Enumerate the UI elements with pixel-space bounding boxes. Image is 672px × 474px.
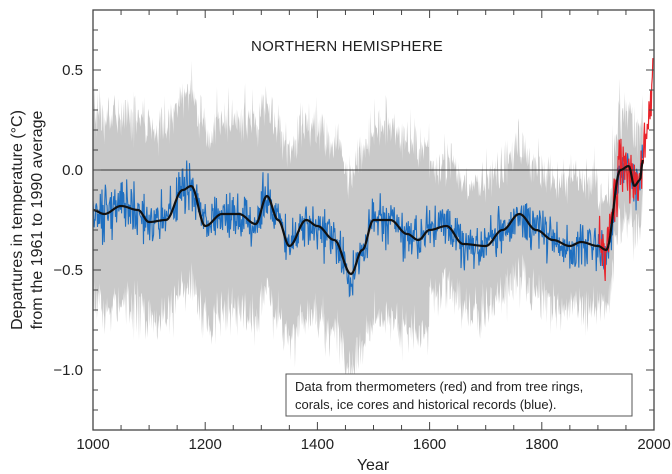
thermometer-line [598,58,654,281]
chart-title: NORTHERN HEMISPHERE [251,38,443,55]
x-tick-label: 1800 [525,436,558,453]
annotation-frame [285,373,633,417]
x-axis-title: Year [357,457,390,474]
x-tick-label: 1000 [76,436,109,453]
y-tick-label: 0.0 [62,162,83,179]
annotation-line1: Data from thermometers (red) and from tr… [295,379,583,394]
axis-ticks [92,9,655,431]
smoothed-series-black [92,159,644,276]
annotation-box: Data from thermometers (red) and from tr… [285,373,633,417]
annotation-line2: corals, ice cores and historical records… [295,397,557,412]
x-tick-label: 2000 [637,436,670,453]
smoothed-line [92,159,644,276]
x-tick-label: 1400 [301,436,334,453]
thermometer-series-red [598,58,654,281]
y-tick-label: 0.5 [62,62,83,79]
x-tick-label: 1600 [413,436,446,453]
x-tick-labels: 1000 1200 1400 1600 1800 2000 [76,436,670,453]
y-tick-label: −0.5 [53,262,83,279]
x-tick-label: 1200 [189,436,222,453]
y-tick-label: −1.0 [53,362,83,379]
y-axis-title-line1: Departures in temperature (°C) [9,110,26,330]
y-axis-title-line2: from the 1961 to 1990 average [29,110,46,329]
y-tick-labels: 0.5 0.0 −0.5 −1.0 [53,62,83,379]
